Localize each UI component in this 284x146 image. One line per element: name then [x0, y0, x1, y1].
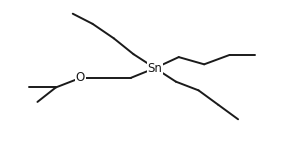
- Text: Sn: Sn: [148, 62, 162, 75]
- Text: O: O: [76, 71, 85, 84]
